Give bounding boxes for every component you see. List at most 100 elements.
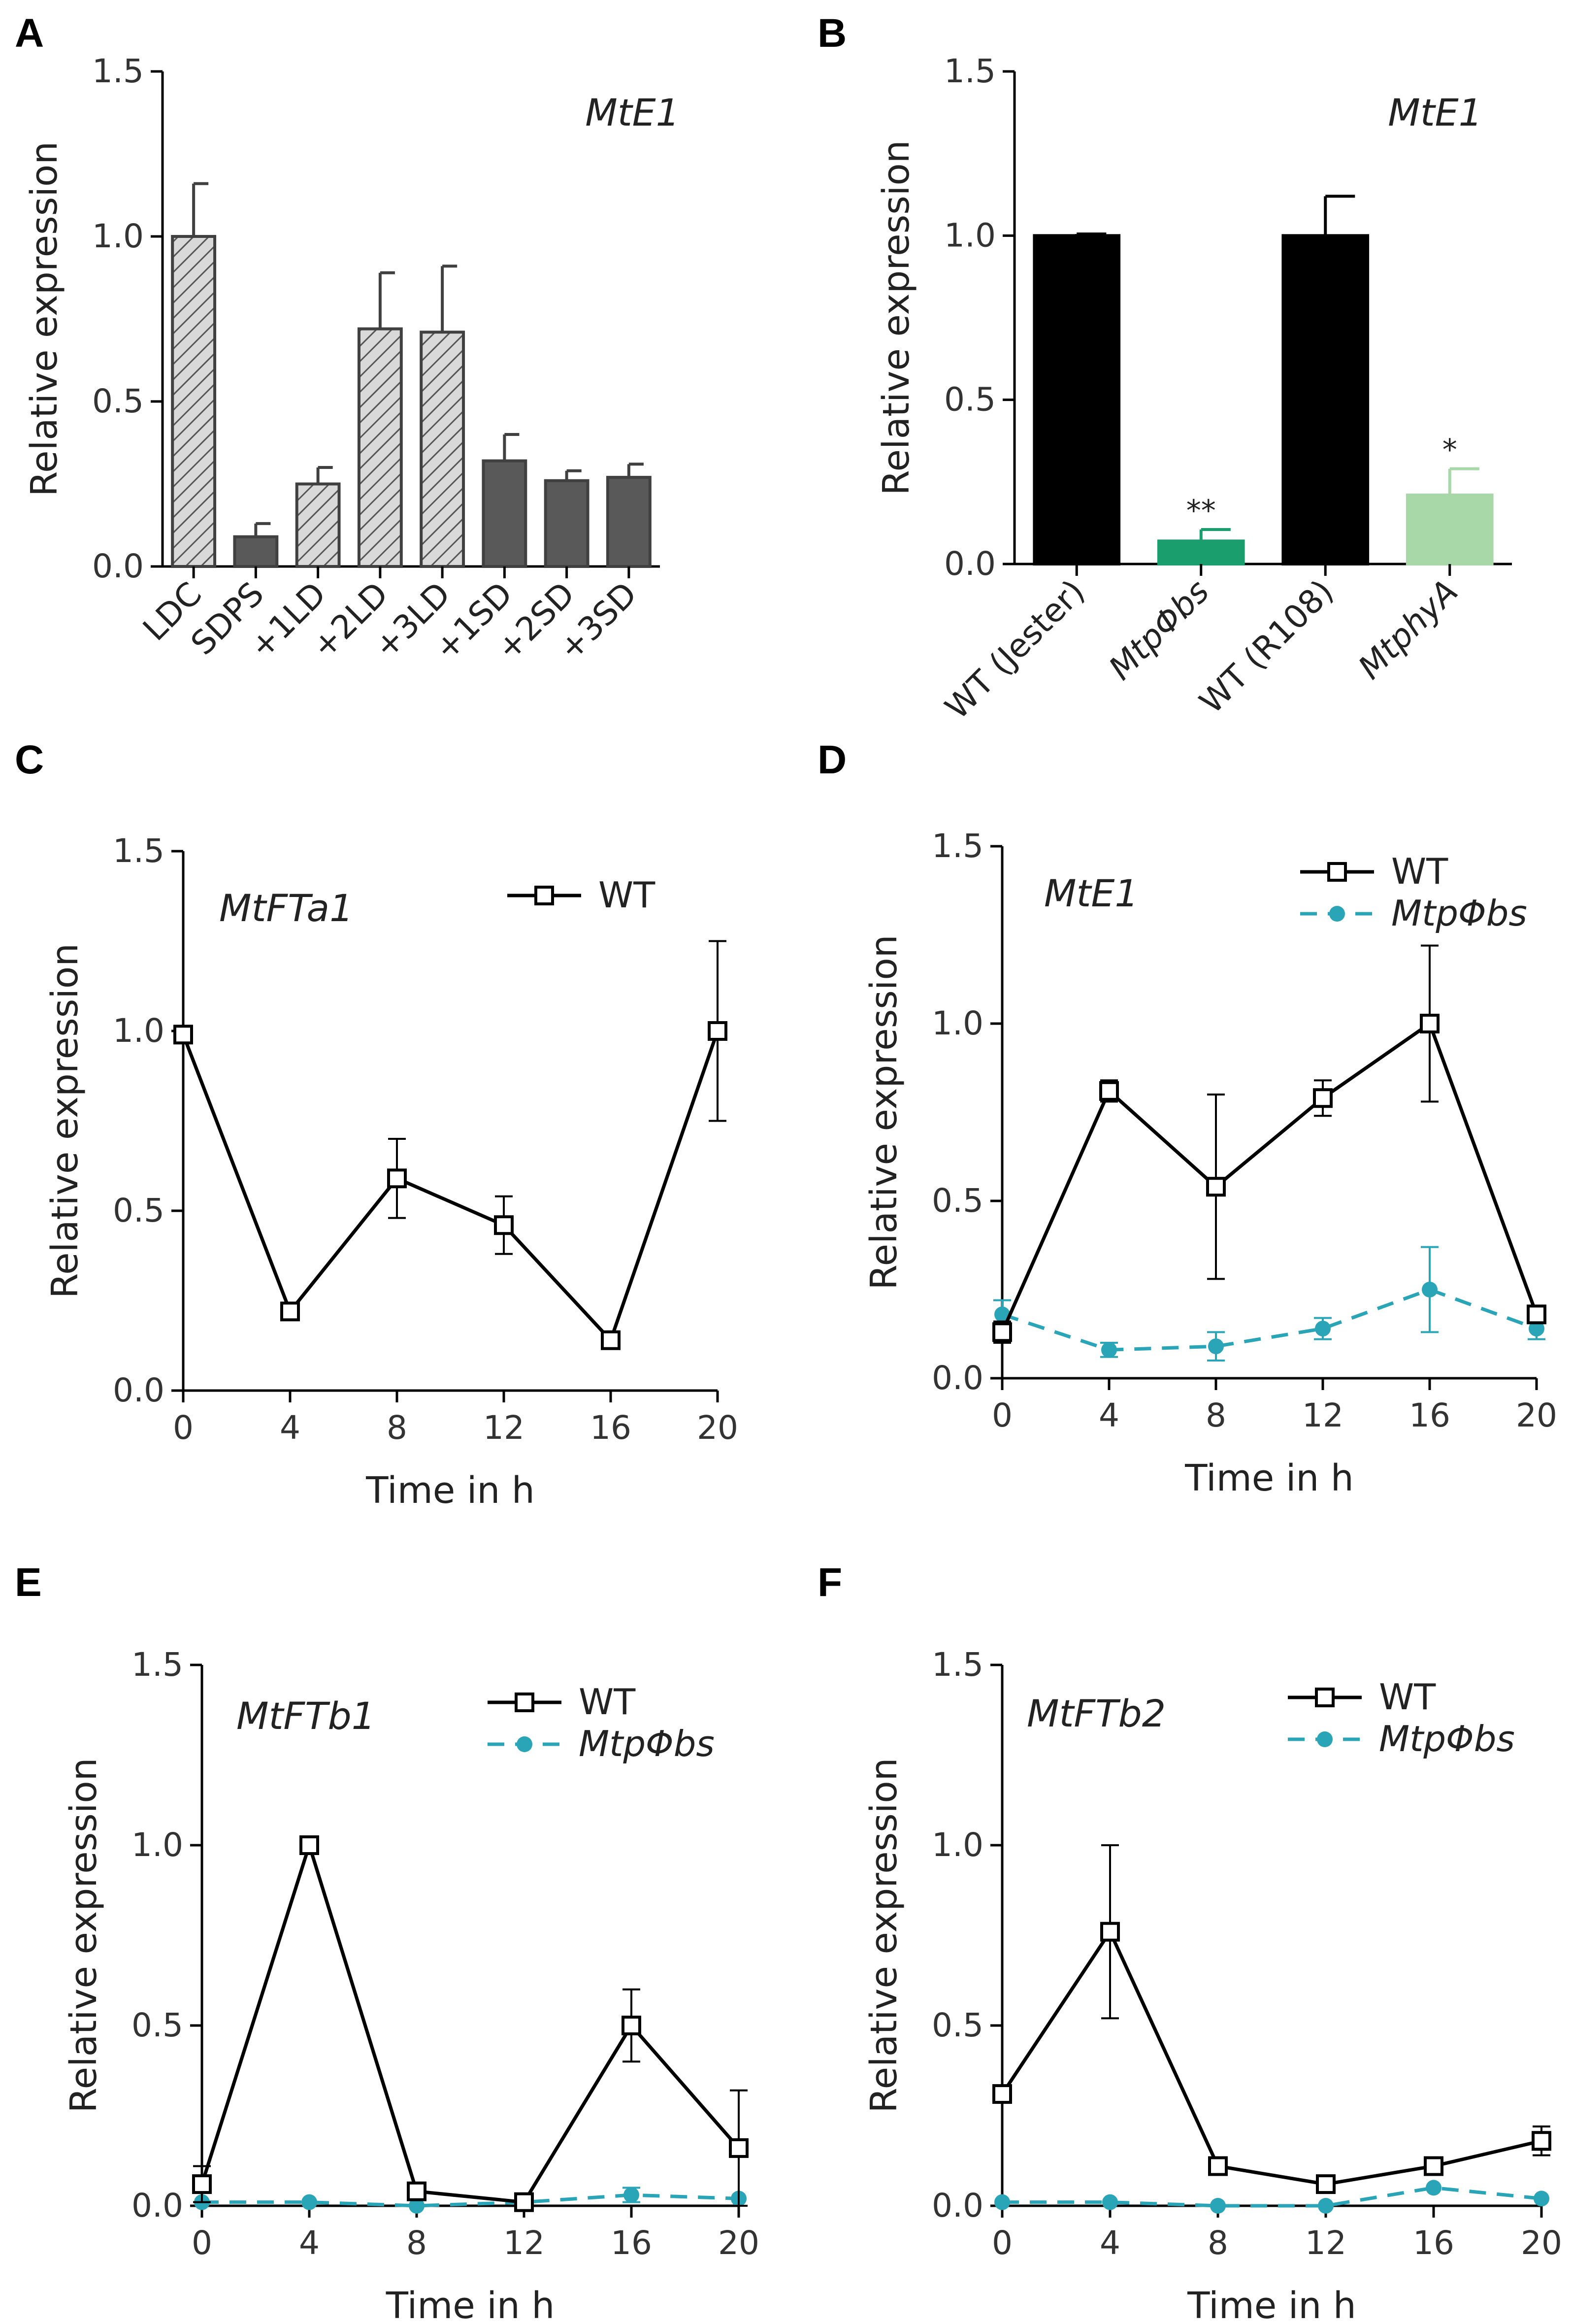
data-point	[622, 2016, 641, 2035]
x-tick-label: 20	[718, 2224, 759, 2262]
x-tick-label: 0	[992, 2224, 1013, 2262]
x-tick-label: MtpΦbs	[1102, 572, 1216, 687]
x-tick-label: WT (Jester)	[938, 572, 1092, 727]
x-tick-label: 12	[1305, 2224, 1346, 2262]
data-point	[729, 2138, 749, 2158]
data-point	[409, 2198, 425, 2214]
data-point	[601, 1330, 621, 1350]
legend-marker	[1329, 906, 1345, 922]
y-tick-label: 0.0	[932, 2187, 983, 2224]
y-axis-label: Relative expression	[23, 141, 66, 497]
y-tick-label: 0.0	[932, 1359, 983, 1397]
y-tick-label: 0.5	[92, 382, 144, 420]
x-tick-label: 4	[280, 1409, 300, 1447]
data-point	[1099, 1081, 1119, 1101]
data-point	[173, 1025, 193, 1045]
x-tick-label: 8	[1206, 1396, 1226, 1434]
y-axis-label: Relative expression	[63, 1758, 105, 2113]
y-tick-label: 1.5	[944, 52, 996, 90]
bar	[482, 459, 527, 568]
data-point	[992, 1322, 1012, 1342]
data-point	[1208, 2156, 1228, 2176]
y-tick-label: 0.0	[944, 545, 996, 583]
y-axis-label: Relative expression	[863, 934, 905, 1290]
data-point	[407, 2181, 426, 2201]
panel-letter: C	[15, 737, 44, 782]
data-point	[301, 2194, 317, 2210]
x-tick-label: 12	[1302, 1396, 1343, 1434]
chart-title: MtFTb1	[236, 1694, 375, 1738]
data-point	[1424, 2156, 1443, 2176]
y-tick-label: 1.0	[932, 1826, 983, 1864]
data-point	[994, 1306, 1010, 1323]
x-tick-label: 8	[1208, 2224, 1228, 2262]
data-point	[1420, 1014, 1440, 1033]
data-point	[1532, 2131, 1551, 2151]
data-point	[1101, 1342, 1117, 1358]
x-tick-label: 16	[611, 2224, 652, 2262]
series-line	[200, 1839, 740, 2204]
bar	[171, 235, 217, 568]
chart-title: MtFTa1	[219, 886, 353, 930]
y-tick-label: 1.5	[92, 52, 144, 90]
chart-title: MtE1	[1388, 91, 1482, 134]
y-tick-label: 0.5	[113, 1192, 164, 1229]
data-point	[387, 1168, 407, 1189]
data-point	[994, 2194, 1010, 2210]
panel-letter: E	[15, 1560, 42, 1605]
bar	[233, 535, 279, 568]
data-point	[280, 1301, 300, 1322]
y-tick-label: 0.5	[932, 1182, 983, 1220]
x-axis-label: Time in h	[1184, 1457, 1354, 1499]
x-tick-label: 20	[1521, 2224, 1562, 2262]
y-axis-label: Relative expression	[44, 943, 86, 1298]
series-line	[181, 1030, 720, 1344]
significance-label: **	[1186, 494, 1216, 528]
x-tick-label: MtphyA	[1351, 572, 1465, 687]
y-tick-label: 1.5	[932, 827, 983, 865]
bar	[1281, 234, 1370, 566]
x-tick-label: 8	[406, 2224, 427, 2262]
y-tick-label: 0.5	[932, 2006, 983, 2044]
y-tick-label: 1.0	[131, 1826, 183, 1864]
x-tick-label: 20	[697, 1409, 738, 1447]
x-tick-label: 20	[1516, 1396, 1557, 1434]
y-tick-label: 0.5	[131, 2006, 183, 2044]
data-point	[1208, 1338, 1224, 1355]
data-point	[299, 1835, 319, 1855]
y-tick-label: 0.5	[944, 381, 996, 419]
x-axis-label: Time in h	[365, 1469, 535, 1512]
legend-marker	[517, 1736, 532, 1752]
legend-marker	[515, 1693, 534, 1712]
y-axis-label: Relative expression	[863, 1758, 905, 2113]
legend-label: WT	[579, 1681, 636, 1723]
data-point	[1315, 1321, 1331, 1337]
y-tick-label: 1.5	[932, 1646, 983, 1684]
y-axis-label: Relative expression	[875, 140, 917, 495]
data-point	[1102, 2194, 1118, 2210]
panel-letter: F	[818, 1560, 842, 1605]
x-tick-label: 0	[192, 2224, 212, 2262]
x-axis-label: Time in h	[386, 2285, 555, 2324]
data-point	[1313, 1088, 1333, 1108]
series-line	[1000, 1021, 1539, 1333]
x-tick-label: 4	[299, 2224, 320, 2262]
data-point	[514, 2192, 534, 2212]
legend-marker	[1315, 1688, 1335, 1707]
data-point	[623, 2187, 639, 2203]
bar	[357, 327, 403, 568]
series-line	[202, 2193, 739, 2208]
bar	[1406, 494, 1494, 565]
significance-label: *	[1442, 433, 1457, 467]
x-tick-label: 0	[992, 1396, 1013, 1434]
data-point	[1316, 2174, 1336, 2194]
x-tick-label: WT (R108)	[1192, 572, 1341, 721]
series-line	[1002, 2186, 1542, 2208]
data-point	[1210, 2198, 1226, 2214]
x-tick-label: 4	[1099, 1396, 1119, 1434]
data-point	[992, 2084, 1012, 2104]
legend-label: MtpΦbs	[1391, 893, 1527, 934]
legend-label: MtpΦbs	[579, 1723, 715, 1764]
